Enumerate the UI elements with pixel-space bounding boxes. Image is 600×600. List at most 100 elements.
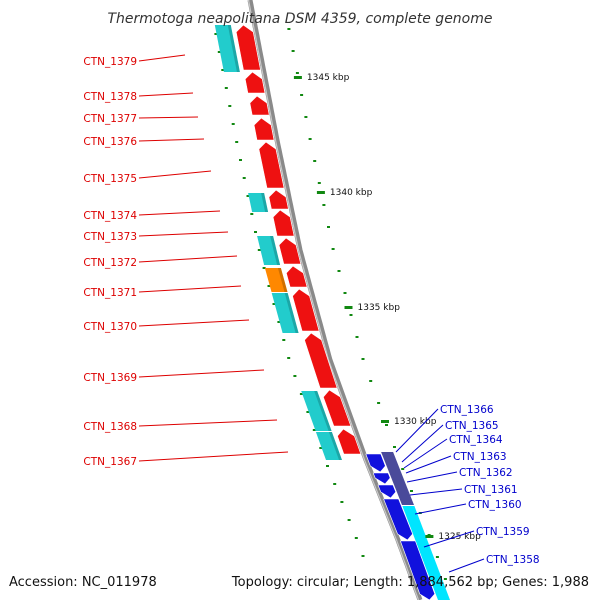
tick-dot (361, 555, 365, 557)
tick-dot (322, 204, 326, 206)
forward-gene-arrow (322, 389, 352, 427)
cds-block-shade (227, 25, 240, 72)
tick-dot (306, 411, 310, 413)
gene-label-right: CTN_1358 (486, 554, 540, 566)
label-leader (405, 455, 452, 474)
tick-dot (361, 358, 365, 360)
tick-dot (224, 87, 228, 89)
tick-dot (313, 160, 317, 162)
gene-label-right: CTN_1360 (468, 499, 522, 511)
reverse-gene-arrow (377, 484, 397, 499)
tick-dot (410, 490, 413, 492)
tick-dot (326, 465, 329, 467)
gene-label-left: CTN_1369 (83, 372, 137, 384)
cds-block (315, 432, 342, 460)
gene-feature-track (235, 24, 436, 600)
tick-dot (354, 537, 358, 539)
tick-dot (267, 285, 271, 287)
tick-dot (401, 468, 405, 470)
map-title: Thermotoga neapolitana DSM 4359, complet… (108, 11, 493, 27)
tick-dot (254, 231, 257, 233)
tick-dot (287, 28, 291, 30)
forward-gene-arrow (285, 265, 308, 288)
gene-label-left: CTN_1370 (83, 321, 137, 333)
tick-dot (312, 429, 316, 431)
cds-block-shade (261, 193, 269, 212)
tick-dot (250, 213, 254, 215)
tick-dot (337, 270, 341, 272)
tick-dot (340, 501, 344, 503)
label-leader (138, 451, 289, 462)
reverse-gene-arrow (383, 498, 413, 541)
gene-label-right: CTN_1365 (445, 420, 499, 432)
tick-dot (299, 393, 303, 395)
tick-dot (235, 141, 239, 143)
gene-label-right: CTN_1359 (476, 526, 530, 538)
tick-dot (393, 446, 396, 448)
ruler-label: 1345 kbp (307, 73, 350, 83)
cds-feature-track (214, 25, 450, 600)
tick-dot (277, 321, 281, 323)
gene-label-right: CTN_1364 (449, 434, 503, 446)
label-leader (138, 116, 199, 119)
label-leader (401, 424, 444, 463)
ruler-label: 1330 kbp (394, 417, 437, 427)
tick-dot (369, 380, 373, 382)
tick-dot (272, 303, 276, 305)
ruler-tick (344, 306, 353, 309)
gene-label-left: CTN_1377 (83, 113, 137, 125)
label-leader (138, 419, 278, 427)
cds-block (257, 236, 281, 265)
forward-gene-arrow (235, 24, 261, 71)
gene-label-left: CTN_1373 (83, 231, 137, 243)
reverse-cds-block (402, 506, 450, 600)
tick-dot (385, 424, 388, 426)
tick-dot (355, 336, 359, 338)
backbone-highlight (247, 0, 420, 600)
forward-gene-arrow (292, 288, 320, 332)
tick-dot (377, 402, 381, 404)
gene-label-left: CTN_1372 (83, 257, 137, 269)
gene-label-left: CTN_1368 (83, 421, 137, 433)
label-leader (138, 285, 242, 293)
tick-dot (331, 248, 335, 250)
tick-dot (282, 339, 286, 341)
forward-gene-arrow (268, 189, 289, 210)
label-leader (448, 558, 485, 573)
ruler-label: 1335 kbp (358, 303, 401, 313)
cds-block-shade (314, 391, 332, 431)
tick-dot (347, 519, 351, 521)
gene-labels: CTN_1379 CTN_1378 CTN_1377 CTN_1376 CTN_1375… (83, 54, 540, 573)
cds-block-shade (284, 293, 299, 333)
tick-dot (304, 116, 308, 118)
topology-summary-text: Topology: circular; Length: 1,884,562 bp… (231, 575, 589, 590)
label-leader (138, 138, 205, 142)
ruler-label: 1340 kbp (330, 188, 373, 198)
tick-dot (349, 314, 353, 316)
reverse-gene-arrow (399, 540, 436, 600)
cds-block-shade (270, 236, 281, 265)
label-leader (414, 503, 467, 515)
gene-label-left: CTN_1376 (83, 136, 137, 148)
cds-block-shade (277, 268, 288, 292)
gene-label-left: CTN_1378 (83, 91, 137, 103)
label-leader (138, 369, 265, 378)
reverse-cds-block (381, 452, 414, 505)
forward-gene-arrow (272, 209, 295, 237)
genome-backbone (247, 0, 423, 600)
tick-dot (333, 483, 337, 485)
reverse-gene-arrow (365, 453, 386, 473)
gene-label-right: CTN_1361 (464, 484, 518, 496)
cds-block (301, 391, 332, 431)
cds-block (264, 268, 288, 292)
gene-label-right: CTN_1366 (440, 404, 494, 416)
label-leader (138, 319, 250, 327)
tick-dot (257, 249, 261, 251)
kbp-ruler: 1345 kbp 1340 kbp 1335 kbp 1330 kbp 1325 kbp (293, 73, 481, 542)
tick-dot (317, 182, 321, 184)
gene-label-right: CTN_1362 (459, 467, 513, 479)
tick-dot (291, 50, 295, 52)
gene-label-left: CTN_1367 (83, 456, 137, 468)
